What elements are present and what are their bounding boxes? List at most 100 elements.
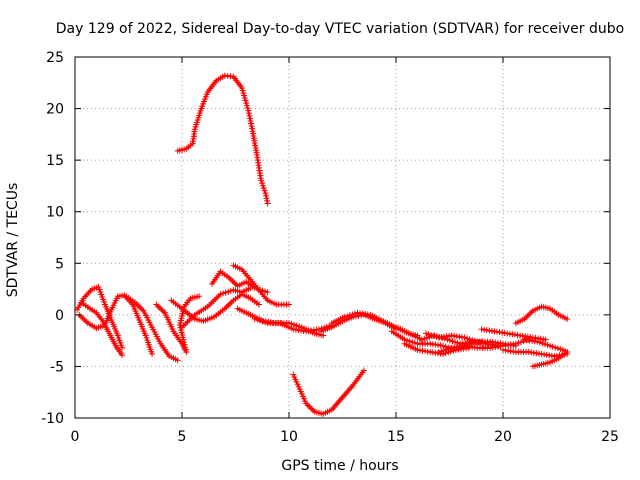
data-point: [225, 288, 232, 295]
data-point: [544, 341, 551, 348]
data-point: [264, 197, 271, 204]
data-point: [443, 346, 450, 353]
data-point: [341, 313, 348, 320]
data-point: [564, 315, 571, 322]
data-point: [244, 105, 251, 112]
y-tick-label: -5: [50, 359, 64, 375]
series-arc-r: [435, 336, 532, 355]
data-point: [97, 289, 104, 296]
data-point: [240, 89, 247, 96]
data-point: [119, 344, 126, 351]
data-point: [241, 92, 248, 99]
x-tick-label: 25: [601, 429, 619, 445]
series-arc-i: [230, 262, 292, 308]
data-point: [444, 336, 451, 343]
data-point: [222, 289, 229, 296]
x-tick-label: 20: [494, 429, 512, 445]
data-point: [438, 348, 445, 355]
x-axis-label: GPS time / hours: [281, 458, 398, 474]
series-arc-s: [478, 326, 549, 343]
data-point: [552, 344, 559, 351]
series-arc-midday-low: [290, 367, 367, 417]
data-point: [409, 339, 416, 346]
x-tick-label: 10: [280, 429, 298, 445]
data-point: [428, 332, 435, 339]
y-tick-label: 10: [46, 205, 64, 221]
x-tick-label: 0: [71, 429, 80, 445]
y-axis-label: SDTVAR / TECUs: [5, 183, 21, 298]
data-point: [119, 352, 126, 359]
data-point: [256, 301, 263, 308]
data-point: [449, 338, 456, 345]
y-tick-label: 15: [46, 153, 64, 169]
data-point: [256, 317, 263, 324]
plot-frame: [74, 56, 611, 419]
data-point: [541, 341, 548, 348]
data-point: [217, 291, 224, 298]
data-point: [344, 313, 351, 320]
data-point: [406, 338, 413, 345]
data-point: [259, 318, 266, 325]
data-point: [239, 87, 246, 94]
x-tick-label: 5: [178, 429, 187, 445]
data-point: [515, 339, 522, 346]
data-point: [243, 102, 250, 109]
data-point: [220, 290, 227, 297]
data-point: [440, 342, 447, 349]
series-arc-e: [153, 293, 203, 355]
data-point: [549, 343, 556, 350]
series-arc-b: [76, 292, 156, 358]
axis-ticks: 0 5 10 15 20 25 -10 -5 0 5 10 15 20 25: [41, 50, 619, 445]
x-tick-label: 15: [387, 429, 405, 445]
data-point: [471, 337, 478, 344]
data-point: [454, 339, 461, 346]
grid-lines: [75, 57, 610, 418]
data-point: [351, 310, 358, 317]
data-point: [245, 107, 252, 114]
series-arc-t: [512, 303, 571, 327]
data-point: [534, 338, 541, 345]
series-arc-u: [521, 336, 571, 355]
data-point: [461, 334, 468, 341]
data-point: [251, 315, 258, 322]
series-arc-g: [179, 285, 254, 331]
data-point: [248, 120, 255, 127]
data-point: [243, 100, 250, 107]
series-arc-c: [78, 299, 126, 359]
data-point: [263, 195, 270, 202]
data-point: [435, 348, 442, 355]
data-point: [469, 337, 476, 344]
data-point: [411, 339, 418, 346]
data-point: [442, 343, 449, 350]
data-point: [262, 319, 269, 326]
series-arc-d: [123, 293, 181, 364]
data-point: [238, 84, 245, 91]
data-point: [512, 340, 519, 347]
data-point: [95, 284, 102, 291]
data-point: [554, 345, 561, 352]
data-point: [564, 348, 571, 355]
data-point: [262, 190, 269, 197]
data-point: [360, 367, 367, 374]
data-point: [425, 331, 432, 338]
data-point: [539, 340, 546, 347]
data-point: [246, 112, 253, 119]
series-arc-a: [74, 284, 126, 351]
data-point: [542, 336, 549, 343]
y-tick-label: 5: [55, 256, 64, 272]
data-point: [446, 337, 453, 344]
data-point: [430, 332, 437, 339]
series-arc-p: [401, 338, 485, 358]
y-tick-label: -10: [41, 411, 64, 427]
data-point: [248, 123, 255, 130]
data-point: [100, 296, 107, 303]
data-point: [98, 291, 105, 298]
data-point: [517, 339, 524, 346]
data-point: [174, 357, 181, 364]
data-point: [264, 289, 271, 296]
y-tick-label: 0: [55, 308, 64, 324]
y-tick-label: 20: [46, 102, 64, 118]
data-point: [536, 339, 543, 346]
data-point: [245, 110, 252, 117]
